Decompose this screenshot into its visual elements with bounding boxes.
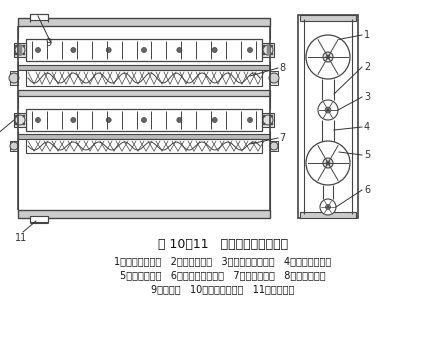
Bar bbox=[18, 18, 270, 26]
Circle shape bbox=[23, 45, 25, 47]
Circle shape bbox=[326, 55, 330, 59]
Circle shape bbox=[270, 142, 278, 150]
Text: 5一下层排杂网   6一下层螺旋输送器   7一下层出料口   8一上层出料口: 5一下层排杂网 6一下层螺旋输送器 7一下层出料口 8一上层出料口 bbox=[120, 270, 326, 280]
Circle shape bbox=[15, 53, 17, 55]
Bar bbox=[30, 14, 48, 20]
Bar bbox=[18, 90, 270, 96]
Text: 图 10－11   双层扁条滚筒清理机: 图 10－11 双层扁条滚筒清理机 bbox=[158, 238, 288, 251]
Circle shape bbox=[269, 73, 279, 83]
Bar bbox=[30, 216, 48, 222]
Bar bbox=[26, 109, 262, 131]
Circle shape bbox=[248, 48, 252, 52]
Circle shape bbox=[263, 45, 265, 47]
Circle shape bbox=[23, 115, 25, 117]
Text: 8: 8 bbox=[279, 63, 285, 73]
Bar bbox=[14, 43, 26, 57]
Circle shape bbox=[263, 123, 265, 125]
Text: 9一进料口   10一上层螺旋出口   11一尘杂出口: 9一进料口 10一上层螺旋出口 11一尘杂出口 bbox=[151, 284, 295, 294]
Circle shape bbox=[15, 123, 17, 125]
Circle shape bbox=[263, 45, 273, 55]
Circle shape bbox=[15, 45, 25, 55]
Circle shape bbox=[36, 118, 41, 122]
Circle shape bbox=[263, 115, 265, 117]
Circle shape bbox=[36, 48, 41, 52]
Bar bbox=[298, 15, 358, 218]
Bar bbox=[300, 212, 356, 218]
Text: 9: 9 bbox=[45, 38, 51, 48]
Circle shape bbox=[326, 161, 330, 165]
Bar bbox=[10, 71, 18, 85]
Bar bbox=[26, 70, 262, 86]
Text: 1: 1 bbox=[364, 30, 370, 40]
Circle shape bbox=[306, 35, 350, 79]
Text: 7: 7 bbox=[279, 133, 285, 143]
Circle shape bbox=[177, 48, 182, 52]
Bar bbox=[10, 141, 18, 151]
Circle shape bbox=[141, 48, 146, 52]
Circle shape bbox=[325, 107, 331, 113]
Circle shape bbox=[23, 123, 25, 125]
Circle shape bbox=[326, 204, 330, 210]
Circle shape bbox=[271, 53, 273, 55]
Circle shape bbox=[323, 158, 333, 168]
Circle shape bbox=[15, 115, 17, 117]
Text: 11: 11 bbox=[15, 233, 27, 243]
Circle shape bbox=[306, 141, 350, 185]
Circle shape bbox=[71, 48, 76, 52]
Text: 2: 2 bbox=[364, 62, 370, 72]
Bar bbox=[270, 71, 278, 85]
Circle shape bbox=[141, 118, 146, 122]
Text: 6: 6 bbox=[364, 185, 370, 195]
Bar bbox=[26, 139, 262, 153]
Circle shape bbox=[212, 118, 217, 122]
Bar bbox=[14, 113, 26, 127]
Circle shape bbox=[271, 123, 273, 125]
Circle shape bbox=[10, 142, 18, 150]
Bar bbox=[262, 113, 274, 127]
Circle shape bbox=[23, 53, 25, 55]
Circle shape bbox=[106, 118, 111, 122]
Circle shape bbox=[318, 100, 338, 120]
Circle shape bbox=[15, 45, 17, 47]
Text: 3: 3 bbox=[364, 92, 370, 102]
Bar bbox=[26, 39, 262, 61]
Circle shape bbox=[15, 115, 25, 125]
Circle shape bbox=[271, 45, 273, 47]
Circle shape bbox=[263, 115, 273, 125]
Circle shape bbox=[320, 199, 336, 215]
Circle shape bbox=[271, 115, 273, 117]
Circle shape bbox=[212, 48, 217, 52]
Circle shape bbox=[71, 118, 76, 122]
Bar bbox=[300, 15, 356, 21]
Circle shape bbox=[106, 48, 111, 52]
Bar bbox=[18, 134, 270, 139]
Bar bbox=[262, 43, 274, 57]
Text: 5: 5 bbox=[364, 150, 370, 160]
Bar bbox=[270, 141, 278, 151]
Bar bbox=[18, 210, 270, 218]
Text: 1一上层扁条滚筒   2一上层排杂网   3一上层螺旋输送器   4一下层扁条滚筒: 1一上层扁条滚筒 2一上层排杂网 3一上层螺旋输送器 4一下层扁条滚筒 bbox=[114, 256, 332, 266]
Circle shape bbox=[323, 52, 333, 62]
Circle shape bbox=[177, 118, 182, 122]
Circle shape bbox=[248, 118, 252, 122]
Circle shape bbox=[9, 73, 19, 83]
Circle shape bbox=[263, 53, 265, 55]
Text: 4: 4 bbox=[364, 122, 370, 132]
Bar bbox=[18, 65, 270, 70]
